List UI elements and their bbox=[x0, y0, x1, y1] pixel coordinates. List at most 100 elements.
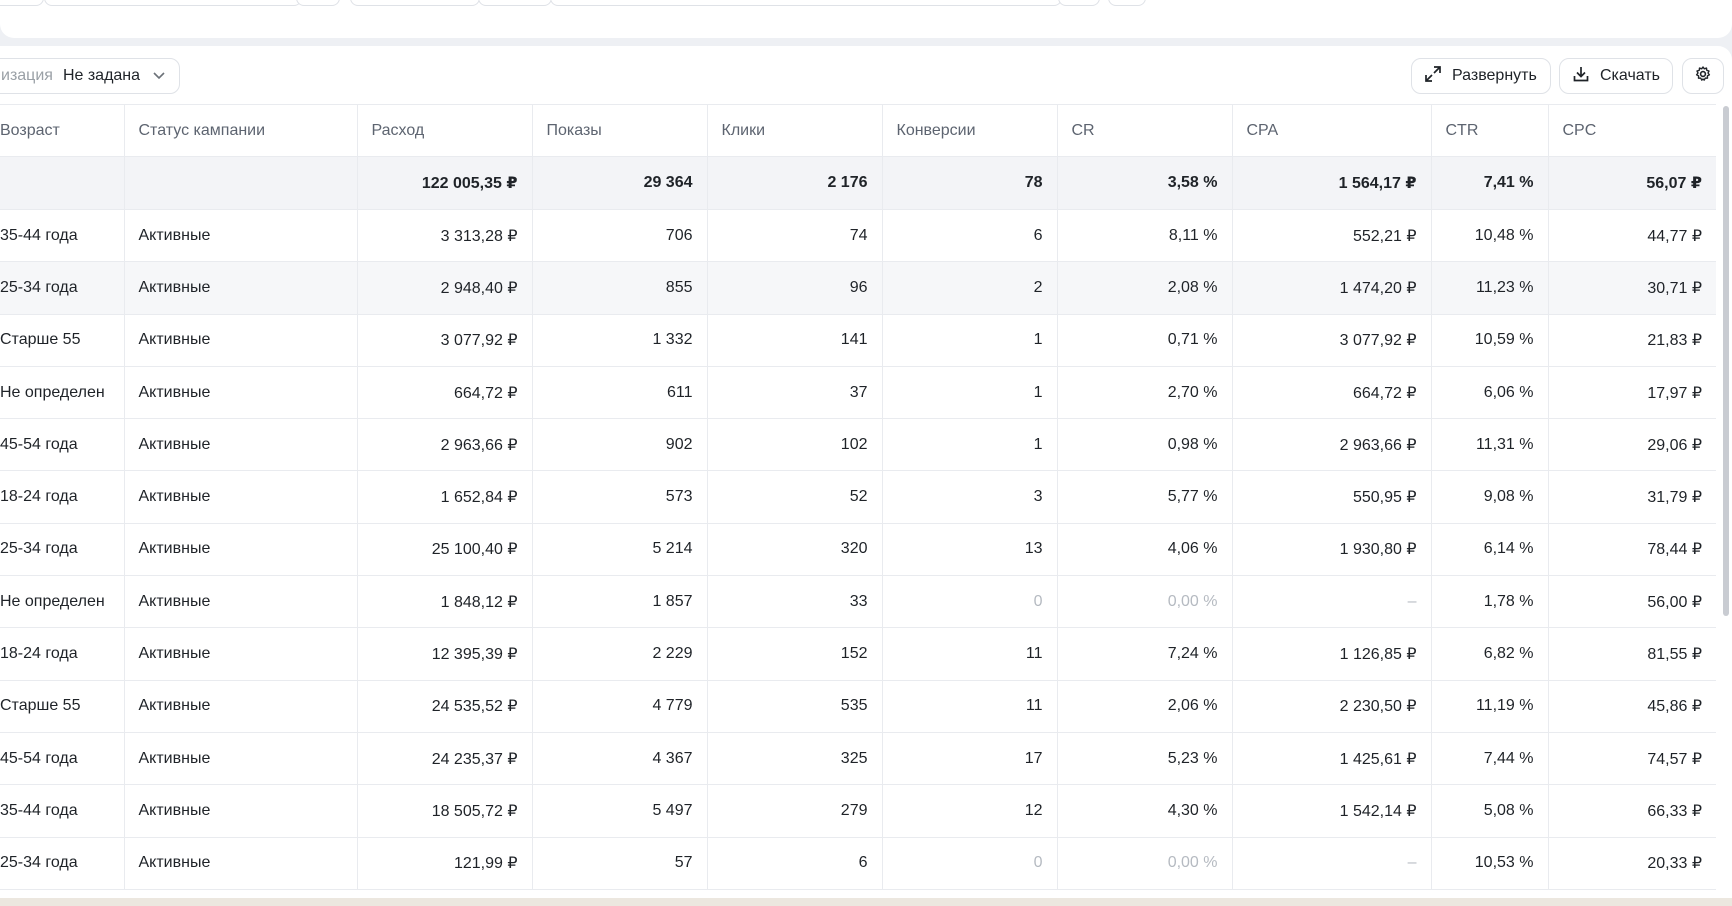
column-header[interactable]: Показы bbox=[532, 104, 708, 157]
table-cell: 0,98 % bbox=[1057, 418, 1233, 472]
table-row[interactable]: 35-44 года Активные 3 313,28 ₽706 74 6 8,11 %… bbox=[0, 209, 1716, 263]
gear-icon bbox=[1694, 65, 1712, 88]
grouping-value: Не задана bbox=[62, 67, 141, 84]
table-cell: 10,53 % bbox=[1431, 837, 1549, 890]
table-cell: 81,55 ₽ bbox=[1548, 627, 1716, 681]
table-cell: 18 505,72 ₽ bbox=[357, 784, 533, 838]
table-row[interactable]: 35-44 года Активные 18 505,72 ₽5 497 279 12 4… bbox=[0, 784, 1716, 838]
table-cell bbox=[0, 156, 125, 210]
table-cell: 141 bbox=[707, 314, 883, 367]
top-filter-segment[interactable] bbox=[478, 0, 552, 6]
table-cell: 2 963,66 ₽ bbox=[357, 418, 533, 472]
table-cell: 25-34 года bbox=[0, 523, 125, 577]
top-filter-segment[interactable] bbox=[296, 0, 340, 6]
table-row[interactable]: Старше 55 Активные 3 077,92 ₽1 332 141 1 0,71… bbox=[0, 314, 1716, 367]
download-button[interactable]: Скачать bbox=[1559, 58, 1673, 94]
column-header[interactable]: CTR bbox=[1431, 104, 1549, 157]
table-cell: 96 bbox=[707, 261, 883, 315]
table-cell: 550,95 ₽ bbox=[1232, 470, 1432, 524]
top-filter-segment[interactable] bbox=[0, 0, 44, 6]
table-cell: 2 963,66 ₽ bbox=[1232, 418, 1432, 472]
column-header[interactable]: CR bbox=[1057, 104, 1233, 157]
table-cell: Старше 55 bbox=[0, 314, 125, 367]
table-cell: 0 bbox=[882, 837, 1058, 890]
table-cell: 152 bbox=[707, 627, 883, 681]
table-cell: 1 bbox=[882, 366, 1058, 420]
table-cell: 6 bbox=[882, 209, 1058, 263]
table-row[interactable]: Старше 55 Активные 24 535,52 ₽4 779 535 11 2,… bbox=[0, 680, 1716, 733]
top-filter-segment[interactable] bbox=[350, 0, 480, 6]
table-row[interactable]: 45-54 года Активные 24 235,37 ₽4 367 325 17 5… bbox=[0, 732, 1716, 786]
table-cell: 320 bbox=[707, 523, 883, 577]
table-cell: – bbox=[1232, 837, 1432, 890]
table-cell: 25 100,40 ₽ bbox=[357, 523, 533, 577]
table-cell: 25-34 года bbox=[0, 261, 125, 315]
table-cell: 56,00 ₽ bbox=[1548, 575, 1716, 629]
table-cell: 21,83 ₽ bbox=[1548, 314, 1716, 367]
table-cell: 2 bbox=[882, 261, 1058, 315]
column-header[interactable]: CPC bbox=[1548, 104, 1716, 157]
report-panel: изация Не задана Развернуть Скачать bbox=[0, 46, 1732, 906]
table-cell: Активные bbox=[124, 523, 358, 577]
table-cell: 11 bbox=[882, 627, 1058, 681]
expand-label: Развернуть bbox=[1452, 67, 1537, 84]
top-filter-segment[interactable] bbox=[550, 0, 1062, 6]
top-filter-segment[interactable] bbox=[1058, 0, 1100, 6]
table-cell: Активные bbox=[124, 366, 358, 420]
table-cell: 2 948,40 ₽ bbox=[357, 261, 533, 315]
table-cell: Активные bbox=[124, 209, 358, 263]
table-cell: 2,06 % bbox=[1057, 680, 1233, 733]
table-row[interactable]: 25-34 года Активные 121,99 ₽57 6 0 0,00 % –10,… bbox=[0, 837, 1716, 890]
column-header[interactable]: Статус кампании bbox=[124, 104, 358, 157]
table-cell: 57 bbox=[532, 837, 708, 890]
table-cell: 1,78 % bbox=[1431, 575, 1549, 629]
table-cell: Активные bbox=[124, 261, 358, 315]
table-cell: 24 235,37 ₽ bbox=[357, 732, 533, 786]
table-cell: 10,59 % bbox=[1431, 314, 1549, 367]
table-cell: 11,19 % bbox=[1431, 680, 1549, 733]
table-settings-button[interactable] bbox=[1682, 58, 1724, 94]
table-cell: 3 077,92 ₽ bbox=[357, 314, 533, 367]
column-header[interactable]: Клики bbox=[707, 104, 883, 157]
top-filter-segment[interactable] bbox=[44, 0, 302, 6]
table-cell: 11,23 % bbox=[1431, 261, 1549, 315]
table-cell: Активные bbox=[124, 470, 358, 524]
table-row[interactable]: Не определен Активные 664,72 ₽611 37 1 2,70 %… bbox=[0, 366, 1716, 420]
table-row[interactable]: 18-24 года Активные 1 652,84 ₽573 52 3 5,77 %… bbox=[0, 470, 1716, 524]
table-cell: Активные bbox=[124, 837, 358, 890]
table-cell: 12 395,39 ₽ bbox=[357, 627, 533, 681]
column-header[interactable]: Возраст bbox=[0, 104, 125, 157]
table-row[interactable]: 25-34 года Активные 25 100,40 ₽5 214 320 13 4… bbox=[0, 523, 1716, 577]
top-filter-segment[interactable] bbox=[1108, 0, 1146, 6]
table-cell: 121,99 ₽ bbox=[357, 837, 533, 890]
column-header[interactable]: Конверсии bbox=[882, 104, 1058, 157]
table-cell: 279 bbox=[707, 784, 883, 838]
table-cell: 18-24 года bbox=[0, 470, 125, 524]
table-row[interactable]: 45-54 года Активные 2 963,66 ₽902 102 1 0,98 … bbox=[0, 418, 1716, 472]
table-cell: 855 bbox=[532, 261, 708, 315]
table-cell: 11 bbox=[882, 680, 1058, 733]
table-cell: 78,44 ₽ bbox=[1548, 523, 1716, 577]
bottom-edge bbox=[0, 898, 1732, 906]
table-cell: 44,77 ₽ bbox=[1548, 209, 1716, 263]
table-cell: 20,33 ₽ bbox=[1548, 837, 1716, 890]
table-row[interactable]: 25-34 года Активные 2 948,40 ₽855 96 2 2,08 %… bbox=[0, 261, 1716, 315]
table-cell: 1 857 bbox=[532, 575, 708, 629]
table-cell: 1 652,84 ₽ bbox=[357, 470, 533, 524]
table-cell: 7,41 % bbox=[1431, 156, 1549, 210]
table-cell: 0 bbox=[882, 575, 1058, 629]
table-cell: 35-44 года bbox=[0, 784, 125, 838]
table-cell: 2,70 % bbox=[1057, 366, 1233, 420]
table-row[interactable]: Не определен Активные 1 848,12 ₽1 857 33 0 0,… bbox=[0, 575, 1716, 629]
column-header[interactable]: CPA bbox=[1232, 104, 1432, 157]
table-row[interactable]: 18-24 года Активные 12 395,39 ₽2 229 152 11 7… bbox=[0, 627, 1716, 681]
table-scrollbar-thumb[interactable] bbox=[1723, 106, 1729, 616]
grouping-select[interactable]: изация Не задана bbox=[0, 58, 180, 94]
table-cell: Активные bbox=[124, 418, 358, 472]
column-header[interactable]: Расход bbox=[357, 104, 533, 157]
expand-button[interactable]: Развернуть bbox=[1411, 58, 1551, 94]
table-cell: 9,08 % bbox=[1431, 470, 1549, 524]
table-cell: 6,06 % bbox=[1431, 366, 1549, 420]
table-cell: 5,77 % bbox=[1057, 470, 1233, 524]
table-cell: 24 535,52 ₽ bbox=[357, 680, 533, 733]
